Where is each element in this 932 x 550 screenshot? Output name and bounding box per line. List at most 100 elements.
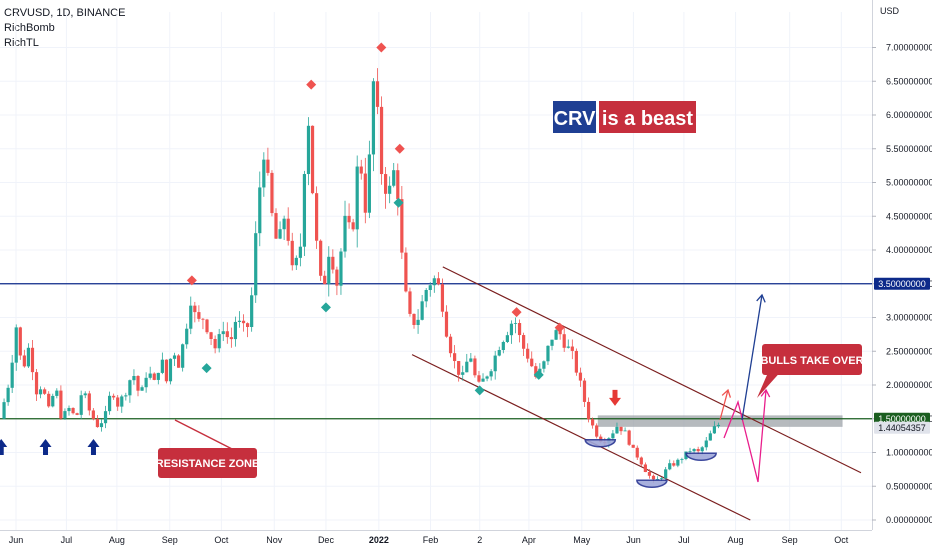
bulls-callout-text: BULLS TAKE OVER xyxy=(760,355,863,367)
candle-body xyxy=(233,321,238,340)
candle-body xyxy=(172,355,177,359)
candle-body xyxy=(481,378,485,382)
x-tick-label: Feb xyxy=(423,535,439,545)
candle-body xyxy=(550,339,554,346)
price-axis[interactable]: USD 0.00000000 0.50000000 1.00000000 1.50000… xyxy=(872,0,932,550)
candle-body xyxy=(168,358,173,382)
candle-body xyxy=(461,372,465,375)
y-tick-label: 5.50000000 xyxy=(886,144,932,154)
candle-body xyxy=(67,407,71,412)
candle-body xyxy=(501,341,505,351)
candle-body xyxy=(71,407,75,414)
sell-diamond-marker xyxy=(554,322,565,333)
candle-body xyxy=(542,361,546,369)
symbol-title[interactable]: CRVUSD, 1D, BINANCE xyxy=(4,7,126,19)
candle-body xyxy=(672,463,676,466)
y-tick-label: 0.50000000 xyxy=(886,481,932,491)
candle-body xyxy=(688,451,692,453)
candle-body xyxy=(278,229,282,239)
pink-zigzag-projection-arrow xyxy=(723,389,767,483)
support-arrow-shape xyxy=(39,439,52,455)
candle-body xyxy=(43,389,47,394)
candle-body xyxy=(668,463,672,470)
candle-body xyxy=(355,166,359,230)
candle-body xyxy=(315,193,319,241)
beast-title-text: is a beast xyxy=(602,108,694,130)
channel-lower-line xyxy=(411,354,751,521)
candle-body xyxy=(497,350,501,356)
candle-body xyxy=(221,331,225,335)
candle-body xyxy=(225,331,229,338)
sell-diamond-marker xyxy=(306,79,317,90)
y-axis-unit: USD xyxy=(880,6,900,16)
sell-diamond-marker xyxy=(511,307,522,318)
x-tick-label: Jun xyxy=(626,535,641,545)
candle-body xyxy=(128,380,132,396)
candle-body xyxy=(10,362,14,388)
x-tick-label: May xyxy=(573,535,591,545)
candle-body xyxy=(465,361,469,373)
candle-body xyxy=(586,401,591,420)
candle-body xyxy=(95,418,100,428)
time-axis[interactable]: Jun Jul Aug Sep Oct Nov Dec 2022 Feb 2 Apr May Jun Ju… xyxy=(0,530,872,546)
candle-body xyxy=(664,469,668,479)
buy-diamond-marker xyxy=(320,302,331,313)
candle-body xyxy=(323,275,327,285)
candle-body xyxy=(680,459,684,460)
candle-body xyxy=(343,215,347,252)
candle-body xyxy=(290,240,294,266)
candle-body xyxy=(164,359,169,382)
candle-body xyxy=(241,320,246,324)
indicator-richtl[interactable]: RichTL xyxy=(4,37,39,49)
candle-body xyxy=(574,350,578,373)
candle-body xyxy=(388,185,392,194)
candle-body xyxy=(448,336,453,354)
beast-title-box xyxy=(599,101,696,133)
price-tag-upper xyxy=(874,277,930,290)
candle-body xyxy=(384,174,388,194)
price-tag-resistance xyxy=(874,412,930,425)
y-tick-label: 7.00000000 xyxy=(886,43,932,53)
candle-body xyxy=(635,447,639,458)
candle-body xyxy=(375,81,380,107)
candle-body xyxy=(428,285,432,290)
candle-body xyxy=(2,402,6,419)
candle-body xyxy=(294,257,298,266)
candle-body xyxy=(469,358,473,362)
candle-body xyxy=(189,305,193,329)
candle-body xyxy=(181,344,185,368)
price-tag-label-last: 1.44054357 xyxy=(878,423,926,433)
candle-body xyxy=(75,413,79,415)
candle-body xyxy=(595,425,599,437)
candle-body xyxy=(347,215,351,223)
candle-body xyxy=(107,395,112,412)
sell-diamond-marker xyxy=(186,275,197,286)
candle-body xyxy=(457,361,461,375)
candle-body xyxy=(331,256,335,270)
x-tick-label: Oct xyxy=(834,535,849,545)
candle-body xyxy=(245,323,250,327)
candle-body xyxy=(274,213,278,239)
candle-body xyxy=(250,295,254,327)
candle-body xyxy=(112,395,116,398)
candle-body xyxy=(400,199,404,253)
bulls-callout-pointer xyxy=(757,368,784,398)
candle-body xyxy=(302,174,307,247)
candle-body xyxy=(566,346,570,348)
candle-body xyxy=(310,125,315,194)
candle-body xyxy=(489,371,493,377)
candle-body xyxy=(79,395,83,415)
candle-body xyxy=(412,313,416,325)
candle-body xyxy=(696,449,700,452)
candle-body xyxy=(591,419,595,426)
grid xyxy=(0,12,872,530)
candle-body xyxy=(647,472,652,476)
price-tag-last xyxy=(874,421,930,434)
candle-body xyxy=(371,81,376,155)
candle-body xyxy=(30,347,35,373)
annotations: CRV is a beast RESISTANCE ZONE BULLS TAKE O… xyxy=(156,101,864,483)
bottom-curve-marker xyxy=(636,479,668,489)
indicator-richbomb[interactable]: RichBomb xyxy=(4,22,55,34)
candle-body xyxy=(379,106,384,175)
